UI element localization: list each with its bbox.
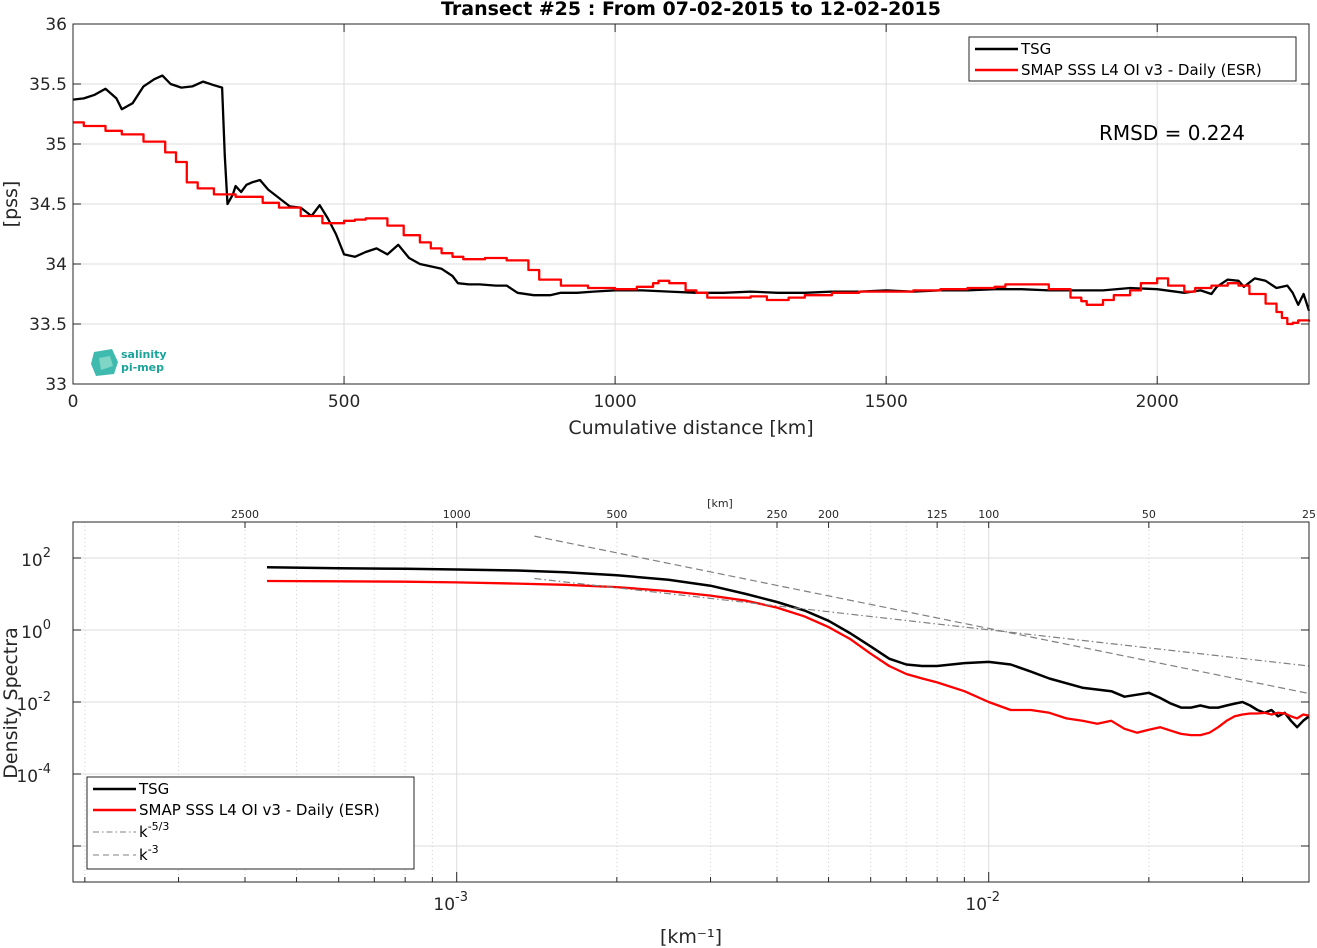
k53-exponent: -5/3 [148,820,170,833]
bottom-top-axis-tick-label: 50 [1142,508,1156,521]
bottom-y-tick-exponent: 2 [43,546,51,561]
k3-exponent: -3 [148,843,159,856]
k3-base: k [139,846,148,864]
bottom-legend-label-k3: k-3 [139,843,159,864]
top-chart-title: Transect #25 : From 07-02-2015 to 12-02-… [441,0,941,20]
bottom-top-axis-tick-label: 100 [978,508,999,521]
bottom-legend: TSG SMAP SSS L4 OI v3 - Daily (ESR) k-5/… [86,776,415,870]
bottom-top-axis-tick-label: 250 [766,508,787,521]
k53-base: k [139,823,148,841]
logo-mark-highlight-icon [99,356,113,370]
bottom-x-tick-label: 10-2 [965,890,1000,915]
bottom-top-axis-tick-label: 1000 [443,508,471,521]
bottom-x-tick-base: 10 [965,895,987,915]
top-legend-label-tsg: TSG [1020,40,1051,58]
top-legend: TSG SMAP SSS L4 OI v3 - Daily (ESR) [968,36,1297,82]
bottom-x-tick-exponent: -3 [455,890,468,905]
top-grid [73,24,1309,384]
top-x-axis-label: Cumulative distance [km] [568,417,813,439]
bottom-y-tick-base: 10 [16,695,38,715]
bottom-x-tick-exponent: -2 [987,890,1000,905]
bottom-y-tick-label: 10-2 [16,690,51,715]
top-panel: Transect #25 : From 07-02-2015 to 12-02-… [0,0,1311,439]
bottom-series-smap-line [266,579,1310,737]
top-x-tick-label: 0 [68,392,79,412]
top-x-tick-label: 2000 [1136,392,1179,412]
top-series-group [72,74,1311,326]
bottom-series-tsg-line [266,566,1310,729]
bottom-y-tick-exponent: -4 [38,762,51,777]
top-y-axis-label: [pss] [0,181,22,228]
top-legend-label-smap: SMAP SSS L4 OI v3 - Daily (ESR) [1021,61,1262,79]
bottom-series-group [266,535,1310,737]
bottom-legend-box [86,776,415,870]
bottom-top-axis-label: [km] [707,497,733,510]
bottom-top-axis-tick-label: 25 [1302,508,1316,521]
top-legend-box [968,36,1297,82]
bottom-y-tick-label: 10-4 [16,762,51,787]
bottom-x-tick-base: 10 [433,895,455,915]
bottom-y-tick-label: 102 [21,546,51,571]
top-y-tick-label: 33 [45,375,67,395]
bottom-legend-label-smap: SMAP SSS L4 OI v3 - Daily (ESR) [139,801,380,819]
logo-text-pimep: pi-mep [121,361,164,374]
bottom-y-axis-label: Density Spectra [0,627,22,778]
bottom-legend-label-k53: k-5/3 [139,820,169,841]
top-x-tick-label: 1500 [865,392,908,412]
top-x-tick-label: 500 [328,392,360,412]
bottom-x-tick-label: 10-3 [433,890,468,915]
top-y-tick-label: 34.5 [29,195,67,215]
top-y-tick-label: 34 [45,255,67,275]
top-y-tick-label: 36 [45,15,67,35]
logo-text-salinity: salinity [121,348,167,361]
rmsd-annotation: RMSD = 0.224 [1099,121,1245,145]
top-y-tick-label: 35 [45,135,67,155]
bottom-top-axis-tick-label: 200 [818,508,839,521]
top-y-tick-label: 35.5 [29,75,67,95]
bottom-top-axis-tick-label: 125 [927,508,948,521]
bottom-legend-label-tsg: TSG [138,780,169,798]
salinity-pimep-logo: salinity pi-mep [91,348,167,376]
top-y-tick-label: 33.5 [29,315,67,335]
bottom-y-tick-exponent: -2 [38,690,51,705]
top-x-tick-label: 1000 [593,392,636,412]
top-tick-labels: 0 500 1000 1500 2000 33 33.5 34 34.5 35 35.5 36 [29,15,1309,412]
bottom-top-axis-tick-label: 2500 [231,508,259,521]
bottom-y-tick-exponent: 0 [43,618,51,633]
bottom-x-axis-label: [km⁻¹] [660,926,722,948]
bottom-y-tick-label: 100 [21,618,51,643]
bottom-y-tick-base: 10 [21,551,43,571]
top-series-tsg-line [72,74,1311,312]
bottom-y-tick-base: 10 [16,767,38,787]
bottom-top-axis-tick-label: 500 [606,508,627,521]
top-series-smap-line [73,121,1311,326]
bottom-y-tick-base: 10 [21,623,43,643]
